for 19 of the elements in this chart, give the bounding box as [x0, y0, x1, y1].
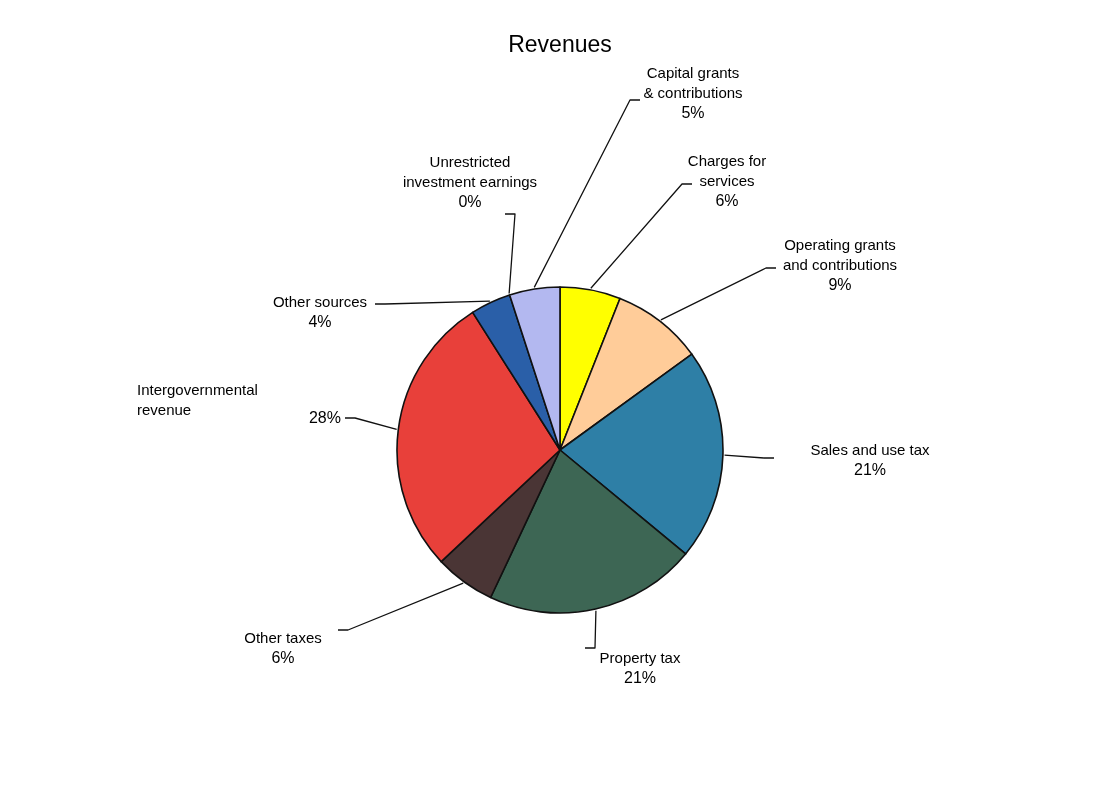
- slice-label: Intergovernmental revenue: [137, 381, 258, 418]
- slice-label: Capital grants & contributions: [643, 64, 743, 101]
- data-label: 5%: [681, 104, 705, 121]
- slice-label: Charges for services: [687, 152, 767, 189]
- category-label: Unrestricted investment earnings: [402, 153, 538, 190]
- data-label: 9%: [828, 276, 852, 293]
- data-label: 4%: [308, 313, 332, 330]
- data-label: 6%: [715, 192, 739, 209]
- text: 0%: [458, 193, 482, 210]
- slice-label: Operating grants and contributions: [782, 236, 898, 273]
- slice-label: Property tax: [599, 649, 681, 666]
- slice-label: Other sources: [272, 293, 368, 310]
- data-label: 6%: [271, 649, 295, 666]
- slice-label: Other taxes: [244, 629, 322, 646]
- chart-title: Revenues: [508, 31, 612, 57]
- data-label: 21%: [623, 669, 657, 686]
- data-label: 28%: [308, 409, 341, 426]
- data-label: 21%: [853, 461, 887, 478]
- slice-label: Sales and use tax: [810, 441, 931, 458]
